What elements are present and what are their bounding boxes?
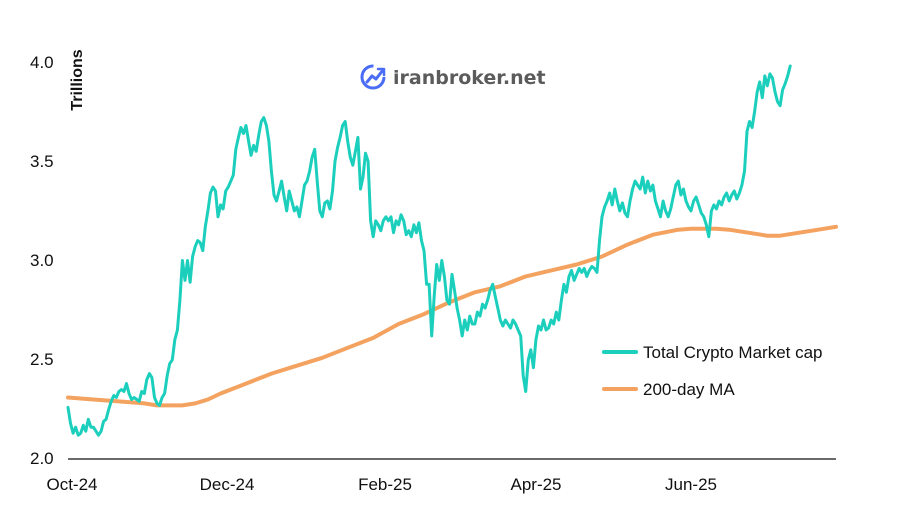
x-tick-label: Feb-25 <box>358 475 412 494</box>
y-tick-label: 4.0 <box>30 53 54 72</box>
x-tick-label: Jun-25 <box>665 475 717 494</box>
legend-label-market-cap: Total Crypto Market cap <box>643 343 823 362</box>
y-tick-label: 2.0 <box>30 449 54 468</box>
series-line-200-day-ma <box>66 224 838 408</box>
x-tick-label: Apr-25 <box>510 475 561 494</box>
watermark: iranbroker.net <box>360 64 546 90</box>
x-tick-label: Oct-24 <box>46 475 97 494</box>
y-axis-label: Trillions <box>69 49 86 110</box>
series-line-total-crypto-market-cap <box>66 64 792 437</box>
watermark-text: iranbroker.net <box>393 67 546 89</box>
legend-label-200-day-ma: 200-day MA <box>643 380 735 399</box>
legend: Total Crypto Market cap 200-day MA <box>602 343 823 399</box>
y-tick-label: 3.0 <box>30 251 54 270</box>
x-tick-label: Dec-24 <box>200 475 255 494</box>
y-tick-labels: 2.0 2.5 3.0 3.5 4.0 <box>30 53 54 468</box>
x-tick-labels: Oct-24 Dec-24 Feb-25 Apr-25 Jun-25 <box>46 475 717 494</box>
y-tick-label: 2.5 <box>30 350 54 369</box>
rising-chart-icon <box>360 64 386 90</box>
y-tick-label: 3.5 <box>30 152 54 171</box>
